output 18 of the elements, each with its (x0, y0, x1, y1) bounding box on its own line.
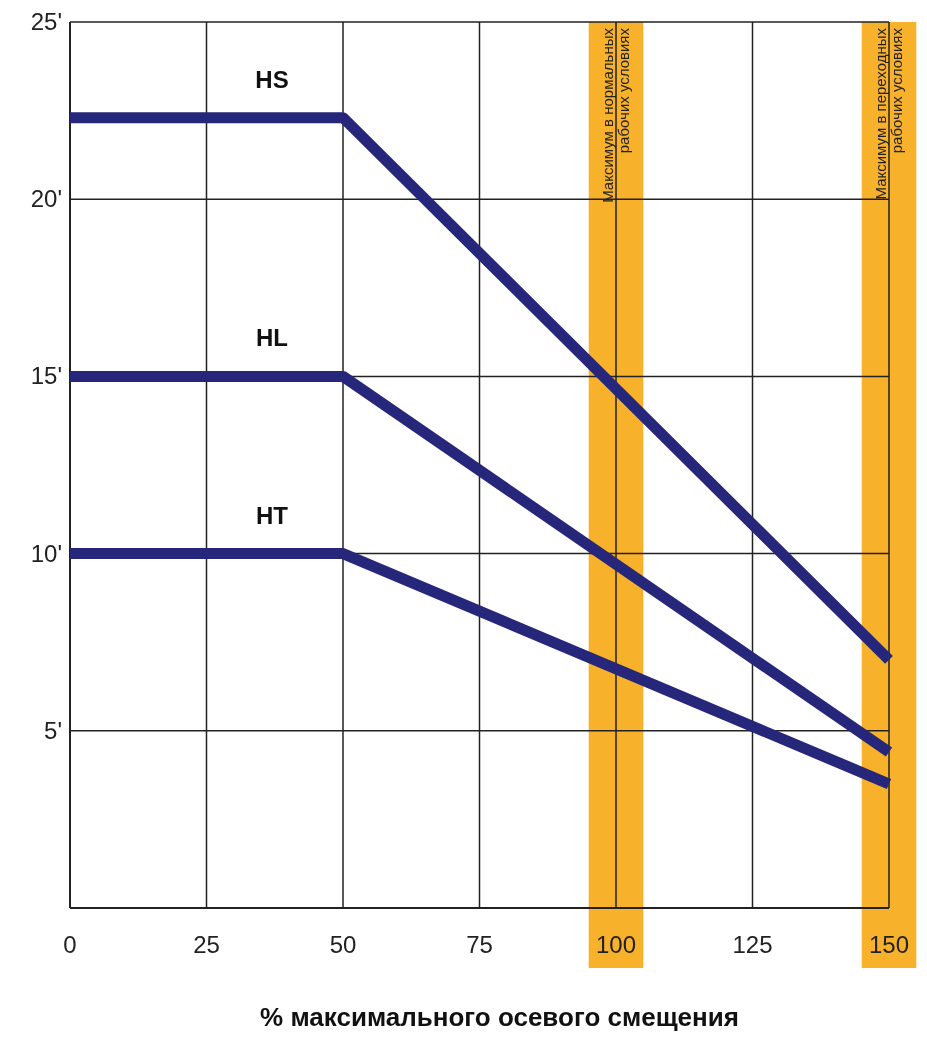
x-tick-label: 50 (329, 931, 357, 958)
x-tick-label: 100 (595, 931, 637, 958)
y-tick-label: 15' (30, 362, 62, 390)
series-label: HS (255, 65, 289, 93)
y-tick-label: 10' (30, 539, 62, 567)
x-tick-label: 125 (732, 931, 773, 958)
series-label: HL (256, 324, 289, 352)
x-axis-title: % максимального осевого смещения (260, 1002, 739, 1032)
y-tick-label: 5' (44, 716, 62, 744)
x-tick-label: 25 (193, 931, 220, 958)
band-label: Максимум в переходных рабочих условиях (872, 27, 905, 200)
series-label: HT (256, 501, 289, 529)
x-tick-label: 0 (63, 931, 77, 958)
x-tick-label: 75 (466, 931, 493, 958)
x-tick-label: 150 (868, 931, 910, 958)
y-tick-label: 20' (30, 185, 62, 213)
y-tick-label: 25' (30, 8, 62, 35)
band-label: Максимум в нормальных рабочих условиях (599, 27, 632, 203)
